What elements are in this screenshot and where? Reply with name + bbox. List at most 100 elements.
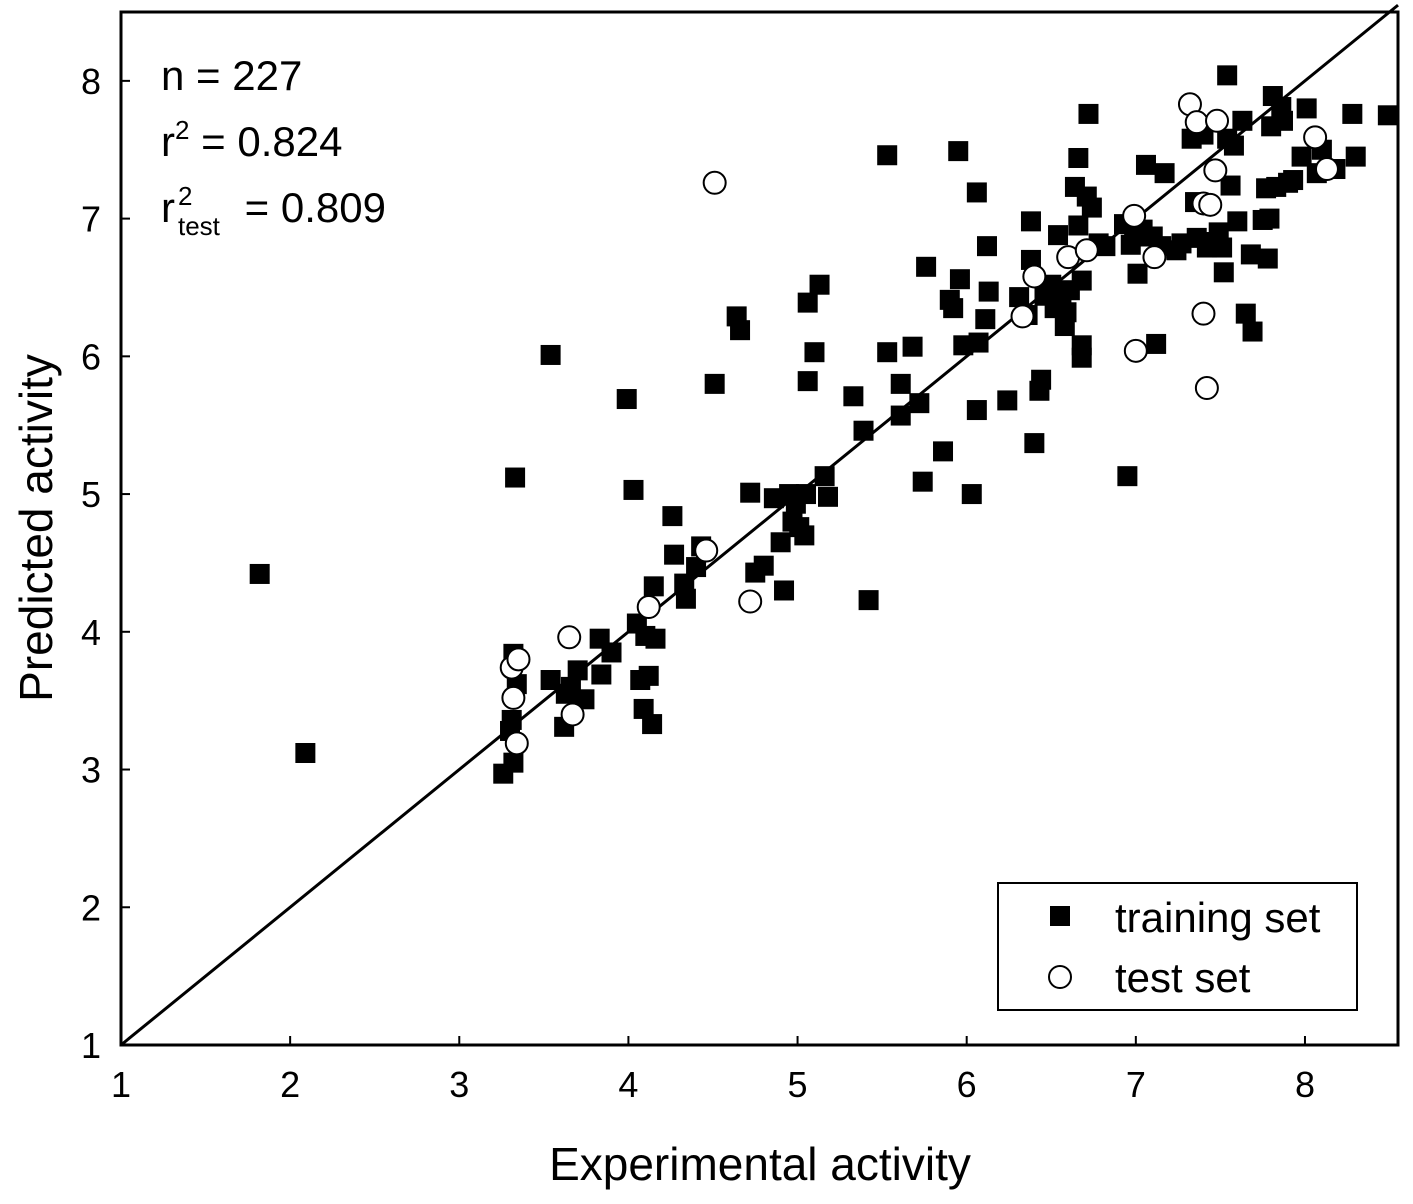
training-point [249,563,270,584]
training-point [877,342,898,363]
y-tick-label: 1 [81,1025,101,1066]
x-axis-label: Experimental activity [549,1138,971,1190]
x-tick-label: 3 [449,1064,469,1105]
test-point [636,595,661,620]
training-point [763,488,784,509]
test-point [1022,264,1047,289]
stat-rtest-sup: 2 [178,181,192,211]
training-point [902,336,923,357]
training-point [797,292,818,313]
training-point [1020,211,1041,232]
training-point [909,393,930,414]
y-tick-label: 2 [81,887,101,928]
legend: training set test set [997,882,1358,1011]
training-point [642,714,663,735]
training-point [975,309,996,330]
training-point [1068,215,1089,236]
training-point [933,441,954,462]
training-point [1223,135,1244,156]
stat-r2-sup: 2 [175,115,189,145]
identity-line [120,3,1399,1047]
training-point [1041,274,1062,295]
training-point [1117,466,1138,487]
y-tick-label: 6 [81,336,101,377]
test-point [506,647,531,672]
training-point [638,665,659,686]
legend-test-marker [1048,965,1072,989]
test-point [1184,110,1209,135]
training-point [540,344,561,365]
plot-frame [119,10,1400,1047]
training-point [662,506,683,527]
x-tick-label: 7 [1126,1064,1146,1105]
training-point [968,332,989,353]
legend-training-label: training set [1115,894,1321,941]
training-point [591,664,612,685]
training-point [740,482,761,503]
training-point [1078,103,1099,124]
training-point [997,390,1018,411]
x-tick-label: 5 [788,1064,808,1105]
training-point [858,590,879,611]
training-point [1291,146,1312,167]
test-point [1191,301,1216,326]
training-point [770,532,791,553]
training-point [1283,170,1304,191]
training-point [730,320,751,341]
test-point [1314,157,1339,182]
training-point [1217,65,1238,86]
training-point [1345,146,1366,167]
y-tick-label: 8 [81,61,101,102]
stat-rtest-value: = 0.809 [233,184,386,231]
training-point [645,628,666,649]
training-point [1240,244,1261,265]
training-point [796,484,817,505]
test-point [1198,192,1223,217]
test-point [738,589,763,614]
training-point [1227,211,1248,232]
training-point [818,486,839,507]
training-point [704,373,725,394]
test-point [1194,376,1219,401]
training-point [1154,163,1175,184]
training-point [774,580,795,601]
y-tick-label: 7 [81,199,101,240]
stat-r2-value: = 0.824 [189,118,342,165]
training-point [1081,197,1102,218]
training-point [1031,369,1052,390]
training-point [601,642,622,663]
training-point [912,471,933,492]
training-point [1009,287,1030,308]
training-point [794,525,815,546]
training-set-series [249,65,1398,784]
test-point [504,731,529,756]
training-point [809,274,830,295]
test-point [1142,245,1167,270]
training-point [1024,433,1045,454]
training-point [1257,248,1278,269]
training-point [1213,262,1234,283]
training-point [814,466,835,487]
training-point [877,145,898,166]
y-axis-label: Predicted activity [10,354,62,702]
training-point [890,405,911,426]
training-point [633,698,654,719]
training-point [1259,208,1280,229]
training-point [804,342,825,363]
training-point [1377,105,1398,126]
x-tick-label: 2 [280,1064,300,1105]
training-point [574,689,595,710]
training-point [540,670,561,691]
training-point [1235,303,1256,324]
training-point [1071,347,1092,368]
training-point [1232,110,1253,131]
training-point [753,555,774,576]
test-point [1122,203,1147,228]
x-tick-label: 4 [618,1064,638,1105]
training-point [890,373,911,394]
training-point [916,256,937,277]
training-point [616,389,637,410]
training-point [1135,154,1156,175]
test-point [557,625,582,650]
